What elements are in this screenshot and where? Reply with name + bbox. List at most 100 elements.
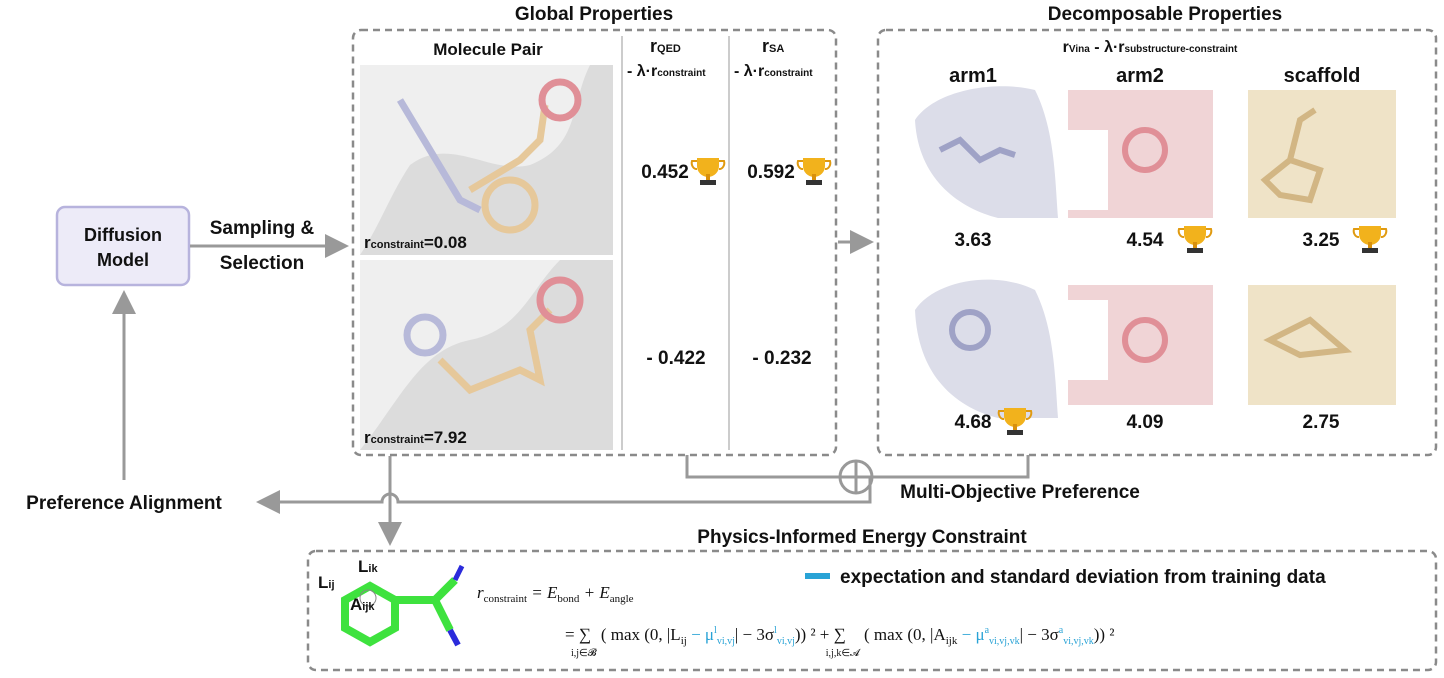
text-part: - λ·r bbox=[627, 63, 657, 80]
header: Molecule Pair bbox=[433, 40, 543, 59]
value: 0.452 bbox=[641, 162, 689, 183]
label: Preference Alignment bbox=[26, 493, 222, 514]
text-part: A bbox=[350, 595, 362, 614]
text-part: )) ² bbox=[1094, 625, 1115, 644]
text-part: = E bbox=[527, 583, 558, 602]
column-header: rQED bbox=[650, 36, 681, 56]
text-part: substructure-constraint bbox=[1125, 44, 1238, 55]
label: Multi-Objective Preference bbox=[900, 482, 1140, 503]
value: 3.63 bbox=[955, 230, 992, 251]
value: 4.54 bbox=[1127, 230, 1164, 251]
formula: = ∑ i,j∈𝓑 ( max (0, |Lij − μlvi,vj| − 3σl… bbox=[565, 625, 1114, 659]
global-box bbox=[351, 28, 838, 457]
text-part: Vina bbox=[1069, 44, 1090, 55]
value: - 0.422 bbox=[646, 348, 705, 369]
text-part: − μ bbox=[957, 625, 984, 644]
text-part: r bbox=[1063, 39, 1069, 56]
text-part: a bbox=[1059, 625, 1064, 636]
column-label: scaffold bbox=[1284, 65, 1361, 87]
molecule bbox=[341, 564, 465, 647]
title: Decomposable Properties bbox=[1048, 4, 1282, 25]
text-part: | − 3σ bbox=[1020, 625, 1059, 644]
text-part: r bbox=[650, 36, 657, 56]
text-part: L bbox=[318, 573, 328, 592]
text-part: =7.92 bbox=[424, 428, 467, 447]
constraint-label: rconstraint=0.08 bbox=[364, 233, 467, 252]
value: 3.25 bbox=[1303, 230, 1340, 251]
text-part: ijk bbox=[362, 601, 375, 613]
title: Global Properties bbox=[515, 4, 673, 25]
text-part: - λ·r bbox=[734, 63, 764, 80]
arrow-label: Selection bbox=[220, 253, 304, 274]
column-header: - λ·rconstraint bbox=[734, 63, 813, 80]
model-label: Diffusion bbox=[84, 225, 162, 245]
text-part: l bbox=[774, 625, 777, 636]
text-part: ij bbox=[681, 635, 687, 647]
text-part: vi,vj,vk bbox=[1063, 636, 1094, 647]
column-label: arm1 bbox=[949, 65, 997, 87]
text-part: bond bbox=[557, 593, 580, 605]
value: 0.592 bbox=[747, 162, 795, 183]
text-part: constraint bbox=[764, 68, 813, 79]
text-part: vi,vj,vk bbox=[989, 636, 1020, 647]
text-part: a bbox=[985, 625, 990, 636]
trophy-icon bbox=[796, 157, 832, 186]
text-part: + E bbox=[579, 583, 610, 602]
constraint-label: rconstraint=7.92 bbox=[364, 428, 467, 447]
value: - 0.232 bbox=[752, 348, 811, 369]
text-part: ik bbox=[368, 563, 378, 575]
text-part: r bbox=[364, 233, 371, 252]
value: 4.68 bbox=[955, 412, 992, 433]
legend-swatch bbox=[805, 573, 830, 579]
model-label: Model bbox=[97, 250, 149, 270]
text-part: - λ·r bbox=[1090, 39, 1125, 56]
molecule-image bbox=[360, 65, 613, 255]
trophy-icon bbox=[690, 157, 726, 186]
text-part: QED bbox=[657, 43, 681, 55]
text-part: ( max (0, |L bbox=[597, 625, 681, 644]
text-part: i,j∈𝓑 bbox=[571, 647, 597, 659]
title: Physics-Informed Energy Constraint bbox=[697, 527, 1027, 548]
decomp-box bbox=[876, 28, 1438, 457]
text-part: L bbox=[358, 557, 368, 576]
text-part: constraint bbox=[657, 68, 706, 79]
text-part: vi,vj bbox=[777, 636, 795, 647]
trophy-icon bbox=[1177, 225, 1213, 254]
text-part: r bbox=[477, 583, 484, 602]
text-part: angle bbox=[610, 593, 634, 605]
physics-box bbox=[306, 549, 1438, 672]
geom-label: Lij bbox=[318, 573, 335, 592]
arrow-label: Sampling & bbox=[210, 218, 315, 239]
column-header: - λ·rconstraint bbox=[627, 63, 706, 80]
text-part: constraint bbox=[371, 239, 425, 251]
value: 2.75 bbox=[1303, 412, 1340, 433]
text-part: = ∑ bbox=[565, 625, 591, 644]
model-box bbox=[55, 205, 191, 287]
geom-label: Aijk bbox=[350, 595, 375, 614]
text-part: r bbox=[364, 428, 371, 447]
text-part: constraint bbox=[371, 434, 425, 446]
text-part: l bbox=[714, 625, 717, 636]
text-part: ijk bbox=[946, 635, 958, 647]
text-part: | − 3σ bbox=[735, 625, 774, 644]
text-part: − μ bbox=[687, 625, 714, 644]
legend-text: expectation and standard deviation from … bbox=[840, 567, 1326, 588]
text-part: r bbox=[762, 36, 769, 56]
value: 4.09 bbox=[1127, 412, 1164, 433]
text-part: i,j,k∈𝓐 bbox=[826, 648, 861, 659]
geom-label: Lik bbox=[358, 557, 378, 576]
text-part: ij bbox=[328, 579, 334, 591]
molecule-image bbox=[360, 260, 613, 450]
header: rVina - λ·rsubstructure-constraint bbox=[1063, 39, 1238, 56]
column-header: rSA bbox=[762, 36, 784, 56]
text-part: ( max (0, |A bbox=[860, 625, 947, 644]
column-label: arm2 bbox=[1116, 65, 1164, 87]
text-part: SA bbox=[769, 43, 784, 55]
text-part: constraint bbox=[484, 593, 527, 605]
formula: rconstraint = Ebond + Eangle bbox=[477, 583, 634, 605]
arrows bbox=[112, 230, 1030, 546]
text-part: )) ² + ∑ bbox=[795, 625, 846, 644]
trophy-icon bbox=[1352, 225, 1388, 254]
text-part: vi,vj bbox=[717, 636, 735, 647]
